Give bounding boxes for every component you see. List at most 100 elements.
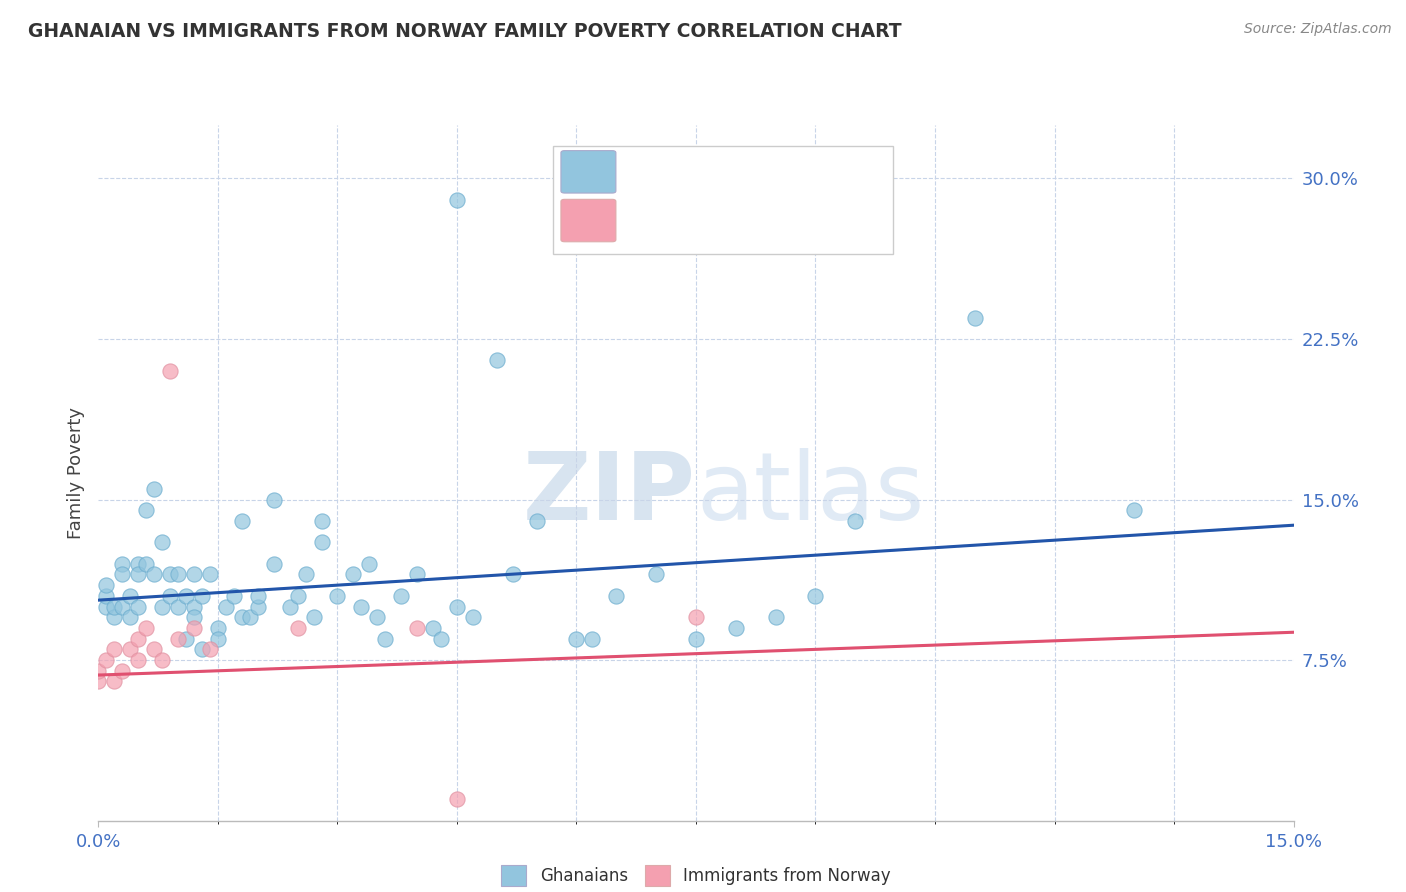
- Point: [127, 653, 149, 667]
- Point: [183, 599, 205, 614]
- Point: [96, 599, 118, 614]
- Point: [111, 567, 134, 582]
- Point: [96, 589, 118, 603]
- Point: [135, 557, 157, 571]
- Point: [150, 535, 173, 549]
- FancyBboxPatch shape: [553, 145, 893, 253]
- Point: [844, 514, 866, 528]
- Point: [406, 621, 429, 635]
- Point: [350, 599, 373, 614]
- Point: [111, 664, 134, 678]
- Point: [159, 364, 181, 378]
- Point: [174, 632, 197, 646]
- Point: [963, 310, 986, 325]
- Point: [765, 610, 787, 624]
- Point: [103, 642, 125, 657]
- Point: [804, 589, 827, 603]
- Point: [207, 632, 229, 646]
- Point: [389, 589, 412, 603]
- Text: N = 76: N = 76: [762, 158, 845, 178]
- Point: [263, 492, 285, 507]
- Point: [103, 599, 125, 614]
- Point: [191, 642, 214, 657]
- Point: [111, 599, 134, 614]
- Point: [183, 610, 205, 624]
- Point: [685, 632, 707, 646]
- Point: [685, 610, 707, 624]
- Point: [87, 664, 110, 678]
- Point: [96, 653, 118, 667]
- Point: [120, 589, 142, 603]
- Point: [167, 632, 190, 646]
- Point: [183, 567, 205, 582]
- Point: [159, 589, 181, 603]
- Point: [246, 599, 269, 614]
- Point: [135, 621, 157, 635]
- Point: [430, 632, 453, 646]
- Point: [239, 610, 262, 624]
- Point: [406, 567, 429, 582]
- Point: [143, 642, 166, 657]
- Text: Source: ZipAtlas.com: Source: ZipAtlas.com: [1244, 22, 1392, 37]
- Point: [287, 621, 309, 635]
- Point: [374, 632, 396, 646]
- Text: ZIP: ZIP: [523, 448, 696, 540]
- Point: [167, 599, 190, 614]
- Point: [446, 792, 468, 806]
- Point: [150, 599, 173, 614]
- Point: [461, 610, 484, 624]
- Point: [143, 482, 166, 496]
- Text: N = 20: N = 20: [762, 211, 845, 231]
- Point: [159, 567, 181, 582]
- Point: [111, 557, 134, 571]
- Point: [366, 610, 388, 624]
- Point: [485, 353, 508, 368]
- Point: [167, 567, 190, 582]
- Point: [198, 642, 221, 657]
- Point: [127, 567, 149, 582]
- Point: [191, 589, 214, 603]
- Point: [222, 589, 245, 603]
- Point: [174, 589, 197, 603]
- Point: [278, 599, 301, 614]
- Point: [326, 589, 349, 603]
- Point: [1123, 503, 1146, 517]
- Point: [605, 589, 627, 603]
- Y-axis label: Family Poverty: Family Poverty: [66, 407, 84, 539]
- FancyBboxPatch shape: [561, 199, 616, 242]
- Point: [446, 193, 468, 207]
- Point: [103, 674, 125, 689]
- Point: [127, 632, 149, 646]
- FancyBboxPatch shape: [561, 151, 616, 193]
- Point: [287, 589, 309, 603]
- Point: [645, 567, 668, 582]
- Point: [198, 567, 221, 582]
- Point: [127, 599, 149, 614]
- Point: [207, 621, 229, 635]
- Point: [581, 632, 603, 646]
- Point: [502, 567, 524, 582]
- Point: [231, 514, 253, 528]
- Point: [87, 674, 110, 689]
- Legend: Ghanaians, Immigrants from Norway: Ghanaians, Immigrants from Norway: [495, 859, 897, 892]
- Text: R =  0.129: R = 0.129: [624, 211, 735, 231]
- Point: [127, 557, 149, 571]
- Text: atlas: atlas: [696, 448, 924, 540]
- Point: [724, 621, 747, 635]
- Point: [311, 514, 333, 528]
- Point: [342, 567, 364, 582]
- Point: [446, 599, 468, 614]
- Point: [120, 610, 142, 624]
- Point: [311, 535, 333, 549]
- Point: [359, 557, 381, 571]
- Text: GHANAIAN VS IMMIGRANTS FROM NORWAY FAMILY POVERTY CORRELATION CHART: GHANAIAN VS IMMIGRANTS FROM NORWAY FAMIL…: [28, 22, 901, 41]
- Point: [96, 578, 118, 592]
- Point: [143, 567, 166, 582]
- Point: [103, 610, 125, 624]
- Text: R = 0.096: R = 0.096: [624, 158, 730, 178]
- Point: [135, 503, 157, 517]
- Point: [302, 610, 325, 624]
- Point: [150, 653, 173, 667]
- Point: [263, 557, 285, 571]
- Point: [526, 514, 548, 528]
